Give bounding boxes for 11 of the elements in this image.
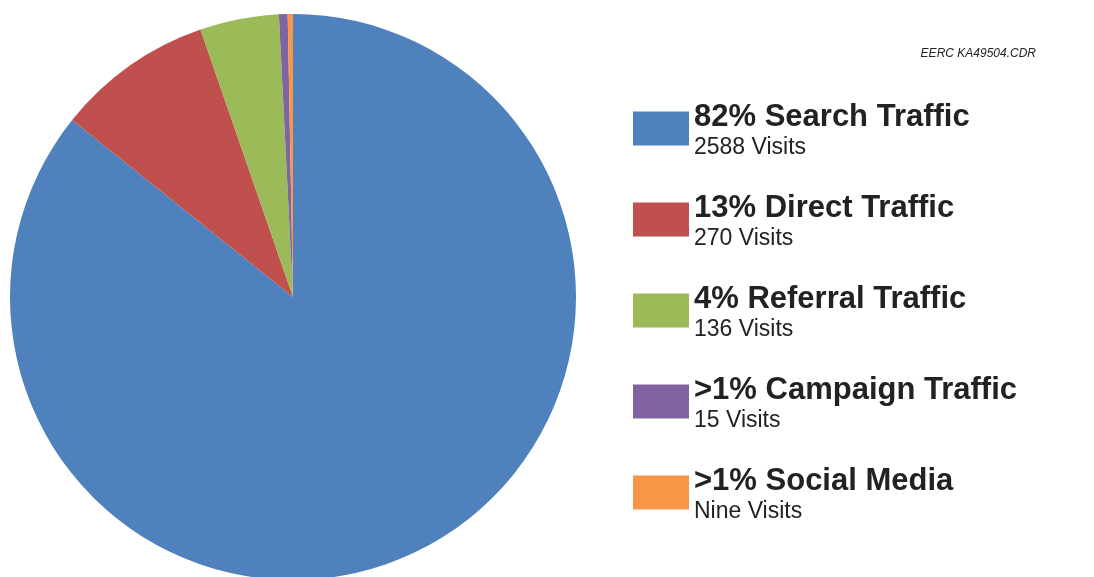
legend-label: 13% Direct Traffic [694, 189, 955, 224]
legend-label: >1% Social Media [694, 462, 955, 497]
data-label: 136 Visits [694, 314, 794, 341]
legend-label: 82% Search Traffic [694, 98, 970, 133]
legend-label: 4% Referral Traffic [694, 280, 967, 315]
text: EERC KA49504.CDR [920, 46, 1037, 60]
data-label: 270 Visits [694, 223, 794, 250]
data-label: Nine Visits [694, 496, 803, 523]
legend-label: >1% Campaign Traffic [694, 371, 1018, 406]
data-label: 2588 Visits [694, 132, 807, 159]
data-label: 15 Visits [694, 405, 781, 432]
